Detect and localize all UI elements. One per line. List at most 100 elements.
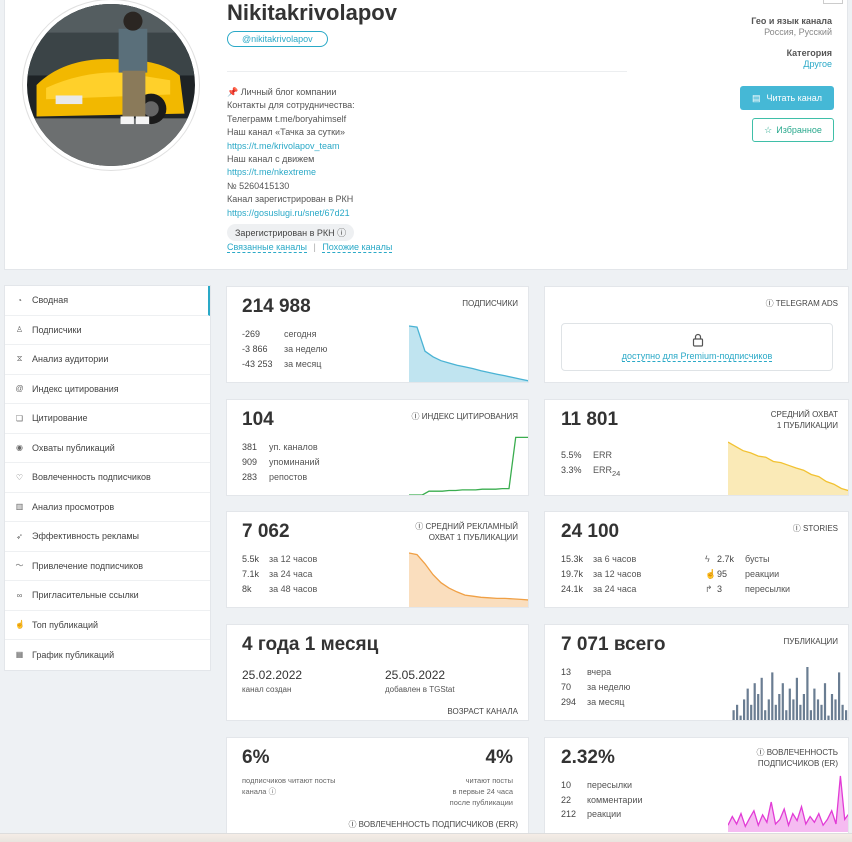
publication-bar (816, 699, 820, 720)
sidebar-item[interactable]: ♡ Вовлеченность подписчиков (5, 463, 210, 493)
sidebar-item-label: Подписчики (32, 324, 82, 335)
desc-line: Личный блог компании (240, 87, 337, 97)
stat-number: 7.1k (242, 569, 260, 579)
stories-label: ⓘ STORIES (793, 523, 838, 534)
desc-link[interactable]: https://gosuslugi.ru/snet/67d21 (227, 207, 350, 218)
publication-bar (757, 694, 760, 720)
telegram-ads-card: ⓘ TELEGRAM ADS доступно для Premium-подп… (544, 286, 849, 383)
stat-text: за 6 часов (593, 554, 637, 564)
stat-row: 381 уп. каналов (242, 442, 318, 452)
stories-card[interactable]: 24 100 ⓘ STORIES 15.3k за 6 часов 19.7k за … (544, 511, 849, 608)
link-icon: ∞ (16, 590, 23, 600)
age-value: 4 года 1 месяц (242, 634, 379, 655)
stories-value: 24 100 (561, 521, 620, 542)
similar-channels-link[interactable]: Похожие каналы (322, 242, 393, 253)
channel-title: Nikitakrivolapov (227, 0, 397, 25)
publication-bar (781, 683, 784, 720)
publication-bar (743, 699, 746, 720)
stat-text: вчера (587, 667, 612, 677)
stat-subscript: 24 (612, 468, 621, 478)
stat-text: за месяц (284, 359, 322, 369)
publication-bar (820, 704, 823, 720)
favorite-button[interactable]: ☆ Избранное (752, 118, 834, 142)
heart-icon: ♡ (15, 472, 24, 482)
sidebar-item[interactable]: ♙ Подписчики (5, 316, 210, 345)
created-date: 25.02.2022 (242, 668, 303, 682)
stat-number: 15.3k (561, 554, 584, 564)
citation-index-card[interactable]: 104 ⓘ ИНДЕКС ЦИТИРОВАНИЯ 381 уп. каналов 9… (226, 399, 529, 496)
publication-bar (795, 677, 798, 720)
publication-bar (838, 672, 841, 720)
stat-text: ERR (593, 450, 613, 460)
sidebar-item[interactable]: @ Индекс цитирования (5, 375, 210, 404)
desc-link[interactable]: Телеграмм t.me/boryahimself (227, 113, 347, 124)
stat-number: -3 866 (242, 344, 268, 354)
hourglass-icon: ⧖ (16, 354, 23, 364)
sidebar-nav: ◔ Сводная ♙ Подписчики ⧖ Анализ аудитории @ Инд… (4, 285, 211, 671)
sidebar-item[interactable]: ▦ График публикаций (5, 640, 210, 670)
sidebar-item-label: Охваты публикаций (32, 442, 115, 453)
stat-row: -43 253 за месяц (242, 359, 321, 369)
related-channels-link[interactable]: Связанные каналы (227, 242, 307, 253)
info-icon: ⓘ (756, 748, 765, 757)
stat-number: 19.7k (561, 569, 584, 579)
sidebar-item[interactable]: ◉ Охваты публикаций (5, 434, 210, 463)
rkn-badge[interactable]: Зарегистрирован в РКН ⓘ (227, 224, 355, 241)
desc-link[interactable]: https://t.me/krivolapov_team (227, 140, 340, 151)
stat-number: 8k (242, 584, 252, 594)
stat-row: 24.1k за 24 часа (561, 584, 636, 594)
geo-label: Гео и язык канала (751, 16, 832, 26)
ad-reach-card[interactable]: 7 062 ⓘ СРЕДНИЙ РЕКЛАМНЫЙ ОХВАТ 1 ПУБЛИКА… (226, 511, 529, 608)
sidebar-item[interactable]: ∞ Пригласительные ссылки (5, 581, 210, 611)
sparkline-line (409, 552, 528, 601)
sidebar-item[interactable]: ⧖ Анализ аудитории (5, 345, 210, 375)
engagement-right-text-2: в первые 24 часа (452, 787, 513, 796)
stat-number: 294 (561, 697, 577, 707)
stat-row: 13 вчера (561, 667, 611, 677)
stat-row: -3 866 за неделю (242, 344, 327, 354)
desc-link[interactable]: https://t.me/nkextreme (227, 167, 317, 178)
stat-number: 22 (561, 794, 572, 805)
premium-lock-box[interactable]: доступно для Premium-подписчиков (561, 323, 833, 371)
stat-text: за 12 часов (593, 569, 642, 579)
er-sparkline (728, 775, 848, 832)
stat-number: 283 (242, 472, 258, 482)
sidebar-item[interactable]: ◔ Сводная (5, 286, 210, 316)
corner-button[interactable] (823, 0, 843, 4)
info-icon: ⓘ (415, 522, 424, 531)
eye-icon: ◉ (16, 443, 23, 453)
engagement-er-card[interactable]: 2.32% ⓘ ВОВЛЕЧЕННОСТЬ ПОДПИСЧИКОВ (ER) 10… (544, 737, 849, 842)
stat-text: бусты (745, 554, 770, 564)
publication-bar (788, 688, 791, 720)
stat-text: за неделю (587, 682, 631, 692)
average-reach-card[interactable]: 11 801 СРЕДНИЙ ОХВАТ 1 ПУБЛИКАЦИИ 5.5% ERR… (544, 399, 849, 496)
publications-card[interactable]: 7 071 всего ПУБЛИКАЦИИ 13 вчера 70 за недел… (544, 624, 849, 721)
sparkline-line (728, 775, 848, 829)
reach-sparkline (728, 441, 848, 495)
stat-number: -43 253 (242, 359, 273, 369)
publication-bar (750, 704, 753, 720)
category-link[interactable]: Другое (803, 59, 832, 69)
trend-icon: 〜 (15, 561, 24, 571)
sidebar-item[interactable]: ☝ Топ публикаций (5, 611, 210, 640)
premium-link[interactable]: доступно для Premium-подписчиков (621, 351, 773, 362)
desc-line: № 5260415130 (227, 180, 290, 191)
channel-handle-button[interactable]: @nikitakrivolapov (227, 31, 328, 47)
stat-number: 5.5k (242, 554, 260, 564)
publication-bar (736, 704, 739, 720)
stat-row: ↱ 3 пересылки (705, 584, 790, 595)
sidebar-item[interactable]: ❏ Цитирование (5, 404, 210, 434)
sidebar-item[interactable]: ▥ Анализ просмотров (5, 493, 210, 522)
subscribers-card[interactable]: 214 988 ПОДПИСЧИКИ -269 сегодня -3 866 за н… (226, 286, 529, 383)
stat-row: 212 реакции (561, 809, 621, 819)
sidebar-item[interactable]: 〜 Привлечение подписчиков (5, 552, 210, 581)
sidebar-item[interactable]: ➶ Эффективность рекламы (5, 522, 210, 552)
er-label: ⓘ ВОВЛЕЧЕННОСТЬ ПОДПИСЧИКОВ (ER) (757, 747, 838, 769)
engagement-err-card: 6% подписчиков читают посты канала ⓘ 4% ч… (226, 737, 529, 842)
sidebar-item-label: Привлечение подписчиков (32, 560, 144, 571)
stat-number: 3 (717, 584, 723, 594)
separator: | (313, 242, 316, 252)
read-channel-button[interactable]: ▤ Читать канал (740, 86, 834, 110)
engagement-left-text-2: канала (242, 787, 267, 796)
favorite-label: Избранное (776, 125, 822, 135)
